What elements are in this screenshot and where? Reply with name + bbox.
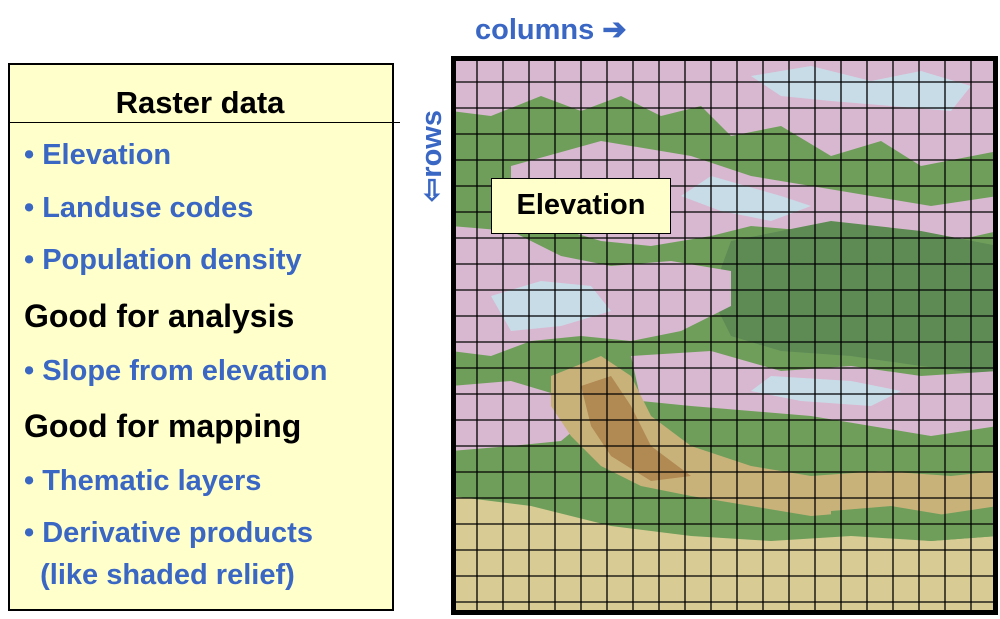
item-elevation: • Elevation <box>24 139 172 171</box>
terrain-brown-ridge <box>581 376 691 481</box>
terrain-khaki-bottom <box>451 496 998 615</box>
elevation-raster-svg <box>451 56 998 615</box>
rows-axis-label-text: ⇦rows <box>416 110 448 202</box>
raster-grid <box>451 56 998 615</box>
elevation-callout: Elevation <box>491 178 671 234</box>
item-slope-from-elevation: • Slope from elevation <box>24 355 328 387</box>
item-shaded-relief: (like shaded relief) <box>24 559 295 591</box>
elevation-raster-map <box>451 56 998 615</box>
columns-axis-label: columns ➔ <box>475 14 627 46</box>
terrain-snow-top <box>751 66 971 111</box>
raster-data-panel: Raster data • Elevation • Landuse codes … <box>8 63 400 611</box>
title-divider <box>10 122 400 123</box>
panel-title: Raster data <box>115 85 285 120</box>
terrain-dark-green <box>711 221 998 376</box>
item-derivative-products: • Derivative products <box>24 517 313 549</box>
heading-good-for-analysis: Good for analysis <box>24 298 295 334</box>
heading-good-for-mapping: Good for mapping <box>24 408 302 444</box>
rows-axis-label: ⇦rows <box>414 92 448 202</box>
map-frame <box>451 56 998 615</box>
item-population-density: • Population density <box>24 244 302 276</box>
item-thematic-layers: • Thematic layers <box>24 465 262 497</box>
terrain-snow-upper <box>681 176 811 221</box>
item-landuse-codes: • Landuse codes <box>24 192 254 224</box>
